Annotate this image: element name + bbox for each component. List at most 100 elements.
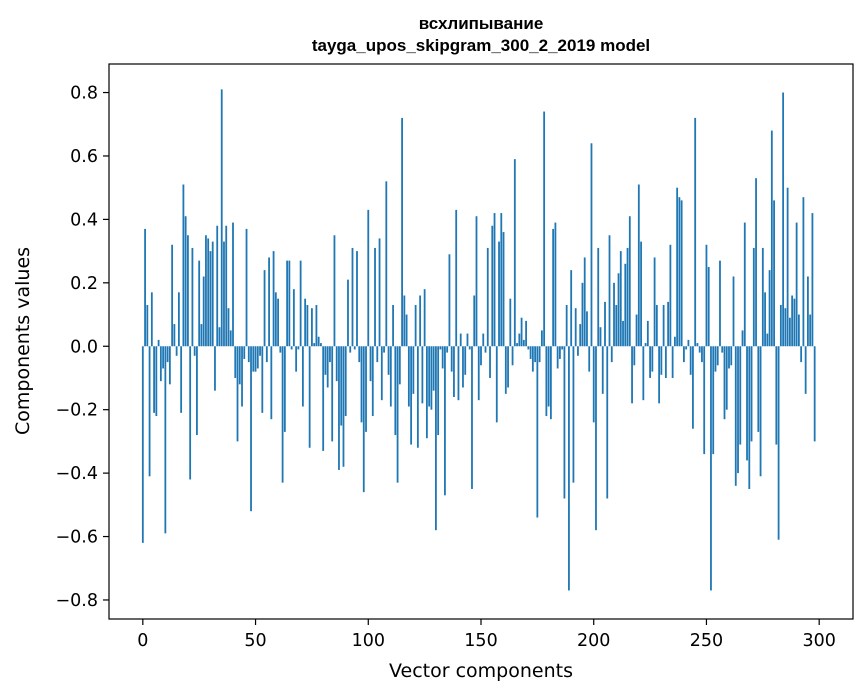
bar	[671, 346, 674, 378]
bar	[184, 216, 187, 347]
x-axis-label: Vector components	[389, 660, 573, 682]
bar	[301, 346, 304, 407]
bar	[710, 346, 712, 591]
bar	[797, 314, 800, 347]
bar	[687, 339, 690, 347]
bar	[696, 343, 699, 347]
bar	[800, 346, 803, 363]
y-tick-label: 0.6	[70, 147, 98, 167]
bar	[556, 346, 559, 369]
bar	[712, 346, 715, 455]
bar	[563, 346, 566, 499]
bar	[392, 305, 394, 347]
bar	[308, 346, 311, 448]
bar	[723, 346, 726, 420]
bar	[534, 346, 537, 363]
bar	[360, 346, 363, 423]
bar	[581, 282, 584, 347]
x-tick-label: 0	[137, 631, 148, 651]
bar	[694, 117, 697, 347]
bar	[498, 241, 500, 347]
bar	[606, 346, 609, 499]
bar	[676, 187, 679, 347]
bar	[430, 346, 433, 410]
bar	[680, 200, 683, 347]
bar	[168, 346, 171, 385]
bar	[595, 346, 597, 531]
bar	[254, 346, 257, 372]
x-tick-label: 50	[244, 631, 266, 651]
y-tick-label: −0.2	[56, 401, 99, 421]
bar	[211, 241, 214, 347]
bar	[513, 159, 516, 347]
y-axis-label: Components values	[12, 247, 34, 435]
y-tick-label: 0.4	[70, 210, 98, 230]
bar	[358, 346, 361, 363]
bar	[286, 260, 289, 347]
bar	[435, 346, 437, 531]
bar	[651, 346, 654, 372]
bar	[813, 346, 816, 442]
bar	[658, 346, 661, 404]
bar	[155, 346, 158, 417]
bar	[683, 346, 685, 363]
bar	[773, 200, 775, 347]
bar	[173, 324, 176, 347]
bar	[610, 346, 613, 363]
bar	[495, 346, 498, 423]
bar	[522, 339, 525, 347]
bar	[187, 235, 189, 347]
bar	[482, 333, 485, 347]
bar	[220, 89, 223, 347]
chart-subtitle: tayga_upos_skipgram_300_2_2019 model	[312, 36, 650, 55]
bar	[177, 292, 180, 347]
bar	[664, 346, 667, 378]
bar	[538, 346, 541, 363]
bar	[367, 209, 370, 347]
bar	[144, 228, 146, 347]
bar	[716, 346, 719, 366]
bar	[403, 295, 406, 347]
bar	[732, 276, 735, 347]
bar	[387, 346, 390, 375]
bar	[315, 305, 318, 347]
bar	[721, 346, 724, 353]
bar	[446, 346, 449, 353]
bar	[543, 111, 546, 347]
bar	[441, 346, 444, 369]
x-tick-label: 100	[352, 631, 385, 651]
bar	[295, 346, 298, 372]
bar	[344, 346, 347, 417]
bar	[768, 270, 771, 347]
bar	[412, 346, 415, 394]
bar	[624, 263, 627, 347]
bar	[577, 346, 579, 356]
bar	[329, 346, 331, 363]
bar	[216, 225, 219, 347]
bar	[421, 346, 424, 404]
y-tick-label: −0.8	[56, 591, 99, 611]
bar	[685, 346, 688, 350]
bar	[453, 346, 455, 397]
bar	[486, 247, 489, 347]
bar	[644, 343, 647, 347]
bar	[297, 346, 300, 350]
bar	[218, 327, 221, 347]
bar	[750, 346, 753, 442]
bar	[304, 298, 307, 347]
plot-frame	[108, 63, 854, 620]
bar	[252, 346, 255, 372]
bar	[770, 130, 773, 347]
bar	[601, 346, 604, 394]
bar	[153, 346, 155, 413]
bar	[764, 292, 766, 347]
bar	[378, 238, 381, 347]
bar	[256, 346, 259, 369]
bar	[746, 346, 748, 461]
x-tick-label: 250	[690, 631, 723, 651]
bar	[236, 346, 239, 442]
bar	[423, 289, 426, 347]
bar	[462, 346, 464, 388]
bar	[238, 346, 241, 385]
bar	[277, 298, 279, 347]
